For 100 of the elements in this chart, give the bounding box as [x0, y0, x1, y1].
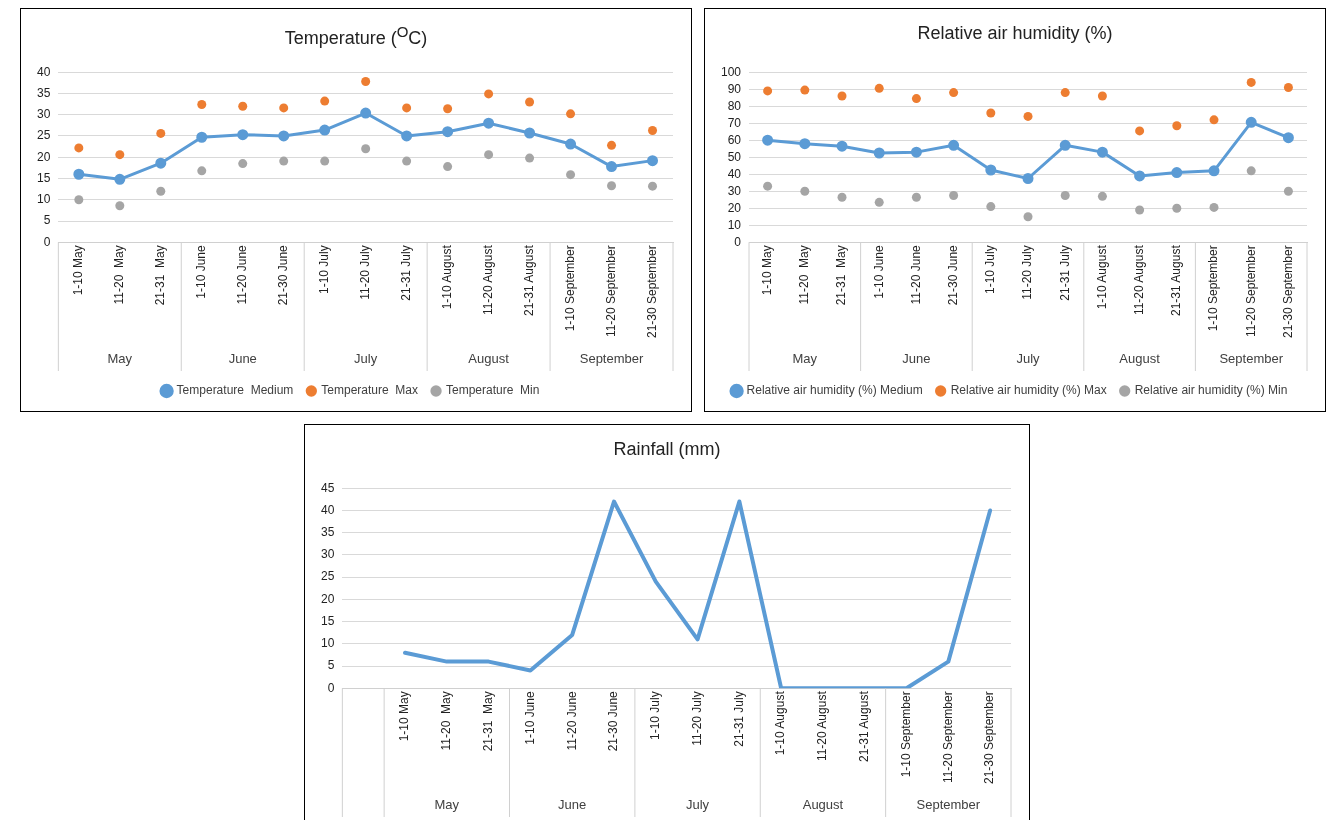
point: [483, 117, 495, 129]
point: [443, 104, 453, 114]
point: [1096, 146, 1108, 158]
y-tick-label: 20: [36, 149, 51, 164]
point: [1246, 166, 1256, 176]
point: [949, 191, 959, 201]
point: [986, 108, 996, 118]
point: [566, 170, 576, 180]
point: [156, 186, 166, 196]
point: [1135, 205, 1145, 215]
y-tick-label: 80: [727, 98, 742, 113]
point: [1022, 173, 1034, 184]
x-tick-label: 1-10 August: [1094, 244, 1109, 310]
x-tick-label: 11-20 July: [689, 691, 704, 746]
x-tick-label: 1-10 September: [898, 691, 913, 778]
x-tick-label: 11-20 August: [480, 244, 495, 316]
y-tick-label: 50: [727, 149, 742, 164]
point: [1097, 91, 1107, 101]
point: [156, 128, 166, 138]
y-tick-label: 30: [36, 107, 51, 122]
y-tick-label: 15: [36, 170, 51, 185]
y-tick-label: 0: [327, 680, 335, 695]
point: [361, 77, 371, 87]
y-tick-label: 10: [36, 192, 51, 207]
x-tick-label: 1-10 May: [397, 691, 412, 742]
x-tick-label: 21-30 September: [1280, 245, 1295, 339]
point: [320, 96, 330, 106]
point: [800, 186, 810, 196]
x-tick-label: 11-20 June: [564, 690, 579, 751]
x-tick-label: 11-20 June: [908, 244, 923, 305]
point: [196, 131, 208, 143]
x-tick-label: 21-31 July: [731, 691, 746, 747]
x-tick-label: 1-10 May: [71, 245, 86, 296]
x-tick-label: 11-20 August: [1131, 244, 1146, 316]
x-tick-label: 21-30 September: [644, 245, 659, 339]
point: [874, 83, 884, 93]
point: [197, 100, 207, 110]
text: August: [468, 350, 510, 366]
point: [1023, 111, 1033, 121]
point: [319, 124, 331, 136]
y-tick-label: 10: [727, 217, 742, 232]
text: August: [1119, 350, 1161, 366]
y-tick-label: 5: [327, 658, 335, 673]
text: August: [802, 796, 844, 812]
x-tick-label: 11-20 May: [112, 245, 127, 305]
y-tick-label: 35: [320, 524, 335, 539]
text: July: [686, 796, 710, 812]
point: [279, 103, 289, 113]
text: September: [916, 796, 981, 812]
x-tick-label: 1-10 August: [439, 244, 454, 310]
point: [279, 156, 289, 166]
point: [1172, 203, 1182, 213]
x-tick-label: 1-10 June: [522, 690, 537, 745]
legend-label: Relative air humidity (%) Max: [950, 383, 1107, 398]
point: [115, 201, 125, 211]
point: [648, 181, 658, 191]
point: [1171, 167, 1183, 179]
point: [1172, 121, 1182, 131]
point: [1245, 116, 1257, 128]
point: [442, 126, 454, 138]
chart-title: Rainfall (mm): [612, 439, 722, 460]
point: [763, 181, 773, 191]
legend-label: Temperature Max: [321, 383, 419, 398]
point: [484, 89, 494, 99]
point: [836, 140, 848, 152]
point: [763, 86, 773, 96]
legend-label: Relative air humidity (%) Min: [1134, 383, 1288, 398]
point: [320, 156, 330, 166]
y-tick-label: 0: [43, 234, 51, 249]
point: [1060, 88, 1070, 98]
y-tick-label: 40: [36, 64, 51, 79]
x-tick-label: 11-20 September: [603, 245, 618, 338]
x-tick-label: 1-10 July: [317, 245, 332, 294]
y-tick-label: 0: [734, 234, 742, 249]
point: [762, 134, 774, 146]
y-tick-label: 90: [727, 81, 742, 96]
chart-title: Relative air humidity (%): [916, 23, 1114, 44]
point: [361, 144, 371, 154]
point: [566, 109, 576, 119]
point: [74, 143, 84, 153]
x-tick-label: 11-20 May: [439, 691, 454, 751]
x-tick-label: 1-10 June: [194, 244, 209, 299]
point: [873, 147, 885, 159]
point: [1283, 186, 1293, 196]
point: [73, 168, 85, 180]
point: [197, 166, 207, 176]
point: [1023, 212, 1033, 222]
x-tick-label: 21-31 July: [1057, 245, 1072, 301]
x-tick-label: 11-20 September: [1243, 245, 1258, 338]
text: June: [558, 796, 587, 812]
point: [115, 150, 125, 160]
text: June: [228, 350, 257, 366]
x-tick-label: 21-31 May: [834, 245, 849, 306]
point: [1097, 191, 1107, 201]
point: [607, 140, 617, 150]
x-tick-label: 1-10 July: [648, 691, 663, 740]
point: [911, 94, 921, 104]
point: [1283, 83, 1293, 93]
point: [360, 107, 372, 119]
y-tick-label: 25: [36, 128, 51, 143]
